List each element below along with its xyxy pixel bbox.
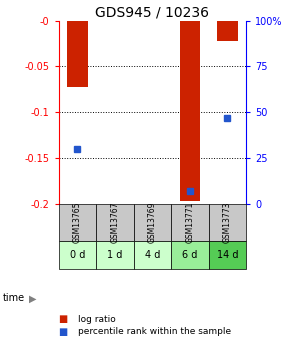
Text: time: time — [3, 294, 25, 303]
Text: 4 d: 4 d — [145, 250, 160, 260]
Bar — [59, 241, 96, 269]
Bar — [171, 241, 209, 269]
Bar — [59, 204, 96, 241]
Text: 14 d: 14 d — [217, 250, 238, 260]
Title: GDS945 / 10236: GDS945 / 10236 — [95, 6, 209, 20]
Text: GSM13769: GSM13769 — [148, 202, 157, 243]
Text: ▶: ▶ — [29, 294, 37, 303]
Text: 0 d: 0 d — [70, 250, 85, 260]
Bar — [67, 21, 88, 87]
Text: 6 d: 6 d — [182, 250, 197, 260]
Text: 1 d: 1 d — [107, 250, 122, 260]
Text: ■: ■ — [59, 327, 68, 337]
Text: GSM13767: GSM13767 — [110, 202, 119, 243]
Text: GSM13771: GSM13771 — [185, 202, 194, 243]
Bar — [209, 204, 246, 241]
Bar — [171, 204, 209, 241]
Bar — [180, 21, 200, 201]
Bar — [209, 241, 246, 269]
Text: GSM13765: GSM13765 — [73, 202, 82, 243]
Text: GSM13773: GSM13773 — [223, 202, 232, 243]
Text: ■: ■ — [59, 314, 68, 324]
Text: log ratio: log ratio — [78, 315, 115, 324]
Bar — [96, 204, 134, 241]
Bar — [134, 241, 171, 269]
Bar — [217, 21, 238, 41]
Bar — [96, 241, 134, 269]
Bar — [134, 204, 171, 241]
Text: percentile rank within the sample: percentile rank within the sample — [78, 327, 231, 336]
